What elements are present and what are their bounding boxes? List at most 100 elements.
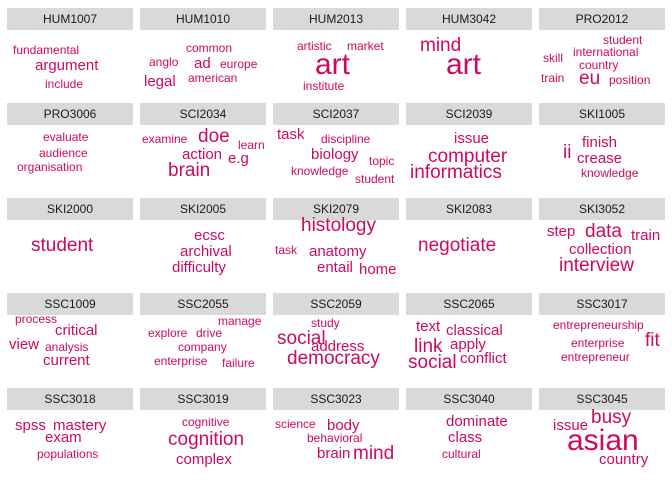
word-label: failure	[222, 356, 255, 370]
word-label: institute	[303, 79, 345, 93]
word-label: student	[603, 33, 643, 47]
word-label: step	[547, 223, 576, 240]
word-label: organisation	[17, 160, 83, 174]
word-label: student	[355, 172, 395, 186]
word-label: populations	[37, 447, 99, 461]
word-label: cognitive	[182, 415, 230, 429]
word-label: market	[347, 39, 384, 53]
word-label: entrepreneur	[561, 350, 630, 364]
word-label: science	[275, 417, 316, 431]
facet-header: SSC3023	[273, 388, 399, 410]
facet-panel: PRO2012 student skill international country t…	[539, 8, 665, 98]
word-label: exam	[45, 429, 82, 446]
word-label: ii	[563, 142, 572, 163]
facet-panel: PRO3006 evaluate audience organisation	[7, 103, 133, 193]
word-label: legal	[144, 73, 176, 90]
facet-panel: HUM2013 artistic market art institute	[273, 8, 399, 98]
word-label: artistic	[297, 39, 332, 53]
word-label: view	[9, 336, 40, 353]
facet-panel: SSC3018 spss mastery exam populations	[7, 388, 133, 478]
word-label: classical	[446, 322, 503, 339]
word-label: entrepreneurship	[553, 318, 644, 332]
facet-header: SSC2055	[140, 293, 266, 315]
word-label: international	[573, 45, 639, 59]
word-label: task	[275, 243, 298, 257]
word-label: current	[43, 352, 90, 369]
word-label: asian	[567, 424, 639, 457]
word-label: social	[408, 352, 457, 373]
word-label: analysis	[45, 340, 89, 354]
word-label: difficulty	[172, 259, 226, 276]
word-label: text	[416, 318, 441, 335]
word-label: brain	[317, 445, 351, 462]
word-label: eu	[579, 68, 601, 89]
facet-header: SSC3017	[539, 293, 665, 315]
facet-header: PRO2012	[539, 8, 665, 30]
word-label: manage	[218, 314, 262, 328]
word-label: train	[541, 71, 565, 85]
word-label: biology	[311, 146, 359, 163]
word-label: drive	[196, 326, 223, 340]
facet-header: SCI2034	[140, 103, 266, 125]
word-label: anatomy	[309, 243, 367, 260]
facet-panel: SSC3023 science body behavioral brain mind	[273, 388, 399, 478]
facet-header: HUM1010	[140, 8, 266, 30]
facet-panel: SCI2034 examine doe learn action e.g brain	[140, 103, 266, 193]
facet-panel: HUM1010 common anglo ad europe american legal	[140, 8, 266, 98]
word-label: entail	[317, 259, 353, 276]
facet-panel: SSC3019 cognitive cognition complex	[140, 388, 266, 478]
word-label: crease	[577, 150, 623, 167]
word-label: interview	[559, 255, 634, 276]
facet-header: HUM2013	[273, 8, 399, 30]
word-label: train	[631, 227, 661, 244]
facet-header: SSC1009	[7, 293, 133, 315]
facet-panel: SKI2000 student	[7, 198, 133, 288]
word-label: brain	[168, 160, 211, 181]
facet-panel: SKI2083 negotiate	[406, 198, 532, 288]
word-label: american	[188, 71, 238, 85]
word-label: company	[178, 340, 227, 354]
word-label: mastery	[53, 417, 107, 434]
word-label: common	[186, 41, 233, 55]
facet-header: HUM1007	[7, 8, 133, 30]
facet-header: SSC2059	[273, 293, 399, 315]
facet-panel: HUM1007 fundamental argument include	[7, 8, 133, 98]
word-label: skill	[543, 51, 563, 65]
word-label: collection	[569, 241, 632, 258]
word-label: topic	[369, 154, 395, 168]
word-label: ad	[194, 55, 211, 72]
word-label: negotiate	[418, 235, 497, 256]
word-label: knowledge	[581, 166, 639, 180]
facet-panel: SKI3052 step data train collection interview	[539, 198, 665, 288]
facet-panel: HUM3042 mind art	[406, 8, 532, 98]
word-label: examine	[142, 132, 188, 146]
word-label: issue	[553, 417, 589, 434]
facet-panel: SCI2039 issue computer informatics	[406, 103, 532, 193]
facet-header: SKI1005	[539, 103, 665, 125]
word-label: cultural	[442, 447, 481, 461]
word-label: student	[31, 235, 94, 256]
word-label: social	[277, 328, 326, 349]
facet-header: HUM3042	[406, 8, 532, 30]
word-label: class	[448, 429, 483, 446]
word-label: action	[182, 146, 223, 163]
word-label: country	[579, 58, 619, 72]
word-label: address	[311, 338, 365, 355]
facet-panel: SSC2065 text classical link apply social confl…	[406, 293, 532, 383]
word-label: evaluate	[43, 130, 89, 144]
word-label: issue	[454, 130, 490, 147]
facet-panel: SSC3040 dominate class cultural	[406, 388, 532, 478]
facet-header: SSC3045	[539, 388, 665, 410]
word-label: finish	[582, 134, 618, 151]
facet-header: SKI2000	[7, 198, 133, 220]
word-label: informatics	[410, 162, 502, 183]
word-label: critical	[55, 322, 98, 339]
word-label: art	[315, 48, 351, 81]
facet-header: SSC3018	[7, 388, 133, 410]
facet-panel: SCI2037 task discipline biology topic knowled…	[273, 103, 399, 193]
word-label: fit	[645, 330, 660, 351]
facet-header: SCI2039	[406, 103, 532, 125]
facet-header: SSC3019	[140, 388, 266, 410]
word-label: e.g	[228, 150, 249, 167]
